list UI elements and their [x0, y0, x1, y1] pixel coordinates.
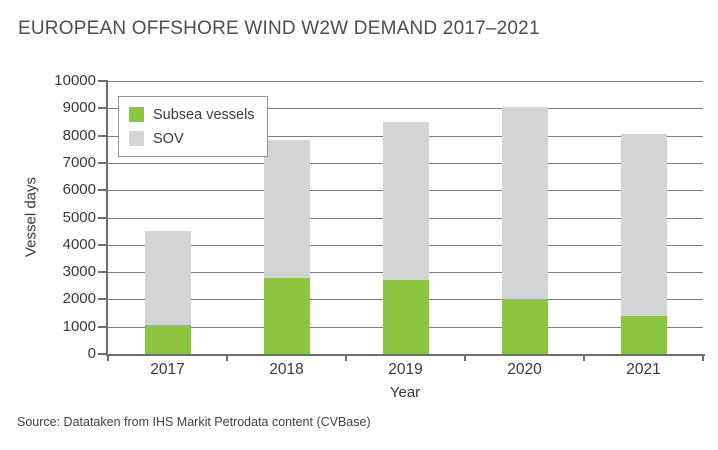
x-axis-tick-label: 2021 [626, 361, 661, 378]
y-axis-tick [98, 134, 107, 137]
x-axis-tick-label: 2018 [269, 361, 304, 378]
bar-2018-subsea-vessels [263, 277, 310, 354]
y-axis-tick-label: 10000 [54, 72, 96, 89]
legend-item-sov: SOV [129, 128, 255, 149]
chart-title: EUROPEAN OFFSHORE WIND W2W DEMAND 2017–2… [18, 18, 540, 39]
legend-label: Subsea vessels [153, 106, 255, 123]
bar-2019-sov [382, 121, 429, 281]
bar-2021-subsea-vessels [620, 315, 667, 354]
source-note: Source: Datataken from IHS Markit Petrod… [17, 415, 371, 429]
bar-2021-sov [620, 134, 667, 316]
y-axis-tick-label: 9000 [62, 99, 96, 117]
y-axis-tick-label: 4000 [62, 235, 96, 253]
y-axis-tick-label: 8000 [62, 126, 96, 144]
bar-2020-sov [501, 106, 548, 300]
x-axis-tick [345, 356, 347, 361]
gridline [108, 81, 703, 82]
y-axis-tick [98, 80, 107, 82]
y-axis-line [106, 80, 108, 356]
x-axis-line [106, 354, 705, 356]
bar-2017-subsea-vessels [144, 325, 191, 354]
sov-swatch-icon [129, 131, 144, 146]
x-axis-tick [107, 356, 109, 361]
y-axis-tick-label: 7000 [62, 153, 96, 171]
x-axis-tick [226, 356, 228, 361]
y-axis-tick [98, 353, 107, 355]
legend-label: SOV [153, 130, 184, 147]
y-axis-tick [98, 325, 107, 328]
y-axis-tick [98, 298, 107, 301]
x-axis-tick [583, 356, 585, 361]
bar-2020-subsea-vessels [501, 299, 548, 354]
bar-2019-subsea-vessels [382, 280, 429, 354]
x-axis-tick-label: 2020 [507, 361, 542, 378]
y-axis-tick [98, 107, 107, 110]
legend: Subsea vessels SOV [118, 96, 268, 157]
plot-area [108, 81, 703, 354]
x-axis-tick [464, 356, 466, 361]
y-axis-tick-label: 2000 [62, 290, 96, 308]
y-axis-tick [98, 271, 107, 274]
y-axis-tick [98, 189, 107, 192]
x-axis-tick-label: 2019 [388, 361, 423, 378]
y-axis-tick-label: 3000 [62, 263, 96, 281]
y-axis-tick-label: 0 [87, 345, 96, 362]
bar-2017-sov [144, 231, 191, 326]
y-axis-tick-label: 6000 [62, 181, 96, 199]
bar-2018-sov [263, 139, 310, 278]
y-axis-tick [98, 161, 107, 164]
y-axis-tick-label: 1000 [62, 317, 96, 335]
y-axis-tick-label: 5000 [62, 208, 96, 226]
x-axis-tick [702, 356, 704, 361]
subsea-vessels-swatch-icon [129, 107, 144, 122]
y-axis-tick [98, 243, 107, 246]
gridline [108, 108, 703, 110]
y-axis-tick [98, 216, 107, 219]
x-axis-tick-label: 2017 [150, 361, 185, 378]
legend-item-subsea-vessels: Subsea vessels [129, 104, 255, 125]
x-axis-title: Year [389, 384, 421, 401]
